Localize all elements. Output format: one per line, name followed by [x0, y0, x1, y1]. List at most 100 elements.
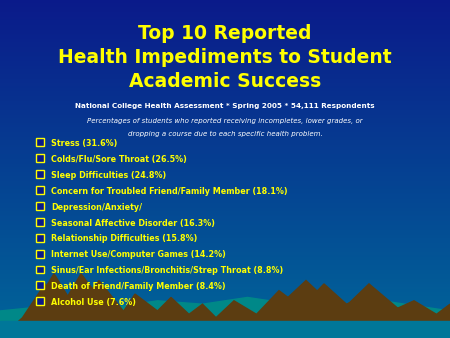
Text: Internet Use/Computer Games (14.2%): Internet Use/Computer Games (14.2%)	[51, 250, 226, 259]
Bar	[0, 184, 450, 186]
Bar	[0, 228, 450, 230]
Bar	[0, 226, 450, 228]
Text: dropping a course due to each specific health problem.: dropping a course due to each specific h…	[128, 131, 322, 137]
Bar	[0, 76, 450, 78]
Bar	[0, 134, 450, 135]
Text: Colds/Flu/Sore Throat (26.5%): Colds/Flu/Sore Throat (26.5%)	[51, 155, 187, 164]
Bar	[0, 215, 450, 216]
Bar	[0, 110, 450, 112]
Bar	[0, 100, 450, 101]
Bar	[0, 41, 450, 42]
Text: Top 10 Reported: Top 10 Reported	[138, 24, 312, 43]
Bar	[0, 199, 450, 201]
Bar	[0, 113, 450, 115]
Bar	[0, 186, 450, 188]
Bar	[0, 279, 450, 281]
Bar	[0, 270, 450, 272]
Bar	[0, 328, 450, 330]
Bar	[0, 204, 450, 206]
Polygon shape	[0, 321, 450, 338]
Bar	[0, 46, 450, 47]
Bar	[0, 84, 450, 86]
Bar	[0, 34, 450, 35]
Bar	[0, 3, 450, 5]
Bar	[0, 122, 450, 123]
Bar	[0, 198, 450, 199]
Bar	[0, 250, 450, 252]
Bar	[0, 52, 450, 54]
Bar	[0, 196, 450, 198]
Bar	[0, 220, 450, 221]
Bar	[0, 237, 450, 238]
Bar	[0, 30, 450, 32]
Bar	[0, 12, 450, 14]
Bar	[0, 128, 450, 130]
Bar	[0, 218, 450, 220]
Bar	[0, 19, 450, 20]
Bar	[0, 181, 450, 183]
Text: National College Health Assessment * Spring 2005 * 54,111 Respondents: National College Health Assessment * Spr…	[75, 103, 375, 110]
Polygon shape	[270, 281, 342, 314]
Bar	[0, 309, 450, 311]
Bar	[0, 254, 450, 255]
Bar	[0, 5, 450, 7]
Bar	[36, 234, 44, 242]
Bar	[36, 139, 44, 146]
Bar	[0, 201, 450, 203]
Bar	[0, 42, 450, 44]
Bar	[0, 303, 450, 304]
Bar	[0, 316, 450, 318]
Bar	[0, 188, 450, 189]
Bar	[0, 221, 450, 223]
Bar	[0, 125, 450, 127]
Bar	[0, 74, 450, 76]
Bar	[0, 59, 450, 61]
Bar	[0, 318, 450, 319]
Bar	[0, 297, 450, 299]
Bar	[0, 311, 450, 313]
Text: Sinus/Ear Infections/Bronchitis/Strep Throat (8.8%): Sinus/Ear Infections/Bronchitis/Strep Th…	[51, 266, 283, 275]
Bar	[0, 177, 450, 179]
Bar	[0, 213, 450, 215]
Bar	[0, 301, 450, 303]
Bar	[0, 27, 450, 29]
Bar	[0, 225, 450, 226]
Bar	[0, 118, 450, 120]
Bar	[0, 24, 450, 25]
Text: Academic Success: Academic Success	[129, 72, 321, 91]
Bar	[0, 210, 450, 211]
Bar	[0, 117, 450, 118]
Bar	[0, 282, 450, 284]
Bar	[0, 191, 450, 193]
Bar	[0, 299, 450, 301]
Bar	[36, 218, 44, 226]
Polygon shape	[0, 297, 450, 338]
Bar	[0, 10, 450, 12]
Bar	[0, 150, 450, 152]
Bar	[0, 120, 450, 122]
Bar	[0, 259, 450, 260]
Bar	[0, 284, 450, 286]
Bar	[0, 149, 450, 150]
Bar	[0, 335, 450, 336]
Text: Death of Friend/Family Member (8.4%): Death of Friend/Family Member (8.4%)	[51, 282, 225, 291]
Bar	[0, 14, 450, 15]
Bar	[0, 139, 450, 140]
Polygon shape	[338, 284, 405, 314]
Polygon shape	[0, 274, 450, 338]
Bar	[0, 57, 450, 59]
Bar	[0, 194, 450, 196]
Text: Concern for Troubled Friend/Family Member (18.1%): Concern for Troubled Friend/Family Membe…	[51, 187, 288, 196]
Bar	[0, 91, 450, 93]
Bar	[0, 281, 450, 282]
Bar	[36, 250, 44, 258]
Bar	[36, 266, 44, 273]
Bar	[0, 142, 450, 144]
Bar	[0, 171, 450, 172]
Bar	[0, 289, 450, 291]
Bar	[0, 294, 450, 296]
Bar	[0, 123, 450, 125]
Bar	[0, 73, 450, 74]
Bar	[0, 83, 450, 84]
Bar	[0, 162, 450, 164]
